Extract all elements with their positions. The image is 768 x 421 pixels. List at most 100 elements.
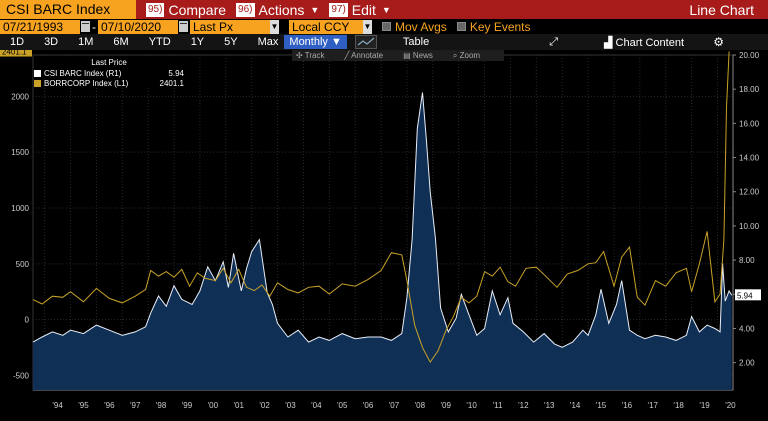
x-tick-label: '08 [415, 401, 426, 410]
left-tick-label: -500 [13, 371, 30, 380]
edit-number: 97) [329, 2, 348, 17]
x-tick-label: '05 [337, 401, 348, 410]
legend-series-1[interactable]: CSI BARC Index (R1) 5.94 [34, 68, 184, 78]
x-tick-label: '96 [104, 401, 115, 410]
left-tick-label: 2000 [11, 92, 29, 101]
actions-label: Actions [258, 1, 305, 18]
left-tick-label: 0 [25, 316, 30, 325]
legend-swatch-white [34, 69, 41, 77]
zoom-tool[interactable]: ⌕ Zoom [452, 50, 481, 60]
last-value-r1: 5.94 [737, 291, 753, 300]
calendar-icon[interactable] [179, 21, 188, 32]
chart-content-label: Chart Content [615, 36, 685, 49]
x-tick-label: '11 [493, 401, 503, 410]
chevron-down-icon: ▼ [381, 4, 391, 15]
news-label: News [412, 51, 433, 60]
compare-button[interactable]: 95) Compare [146, 0, 226, 19]
x-tick-label: '02 [259, 401, 270, 410]
annotate-tool[interactable]: ╱ Annotate [344, 51, 384, 60]
security-ticker-field[interactable]: CSI BARC Index [0, 0, 136, 19]
x-tick-label: '12 [518, 401, 529, 410]
legend-series-1-value: 5.94 [168, 68, 184, 78]
chart-tools: ✣ Track ╱ Annotate ▤ News ⌕ Zoom [292, 50, 505, 61]
end-date-input[interactable]: 07/10/2020 [98, 19, 178, 34]
period-6m[interactable]: 6M [113, 36, 129, 48]
period-1m[interactable]: 1M [78, 36, 94, 48]
date-separator: - [92, 19, 96, 34]
legend-series-2[interactable]: BORRCORP Index (L1) 2401.1 [34, 78, 184, 88]
edit-label: Edit [351, 1, 376, 18]
table-button[interactable]: Table [402, 36, 430, 48]
parameter-bar: 07/21/1993 - 07/10/2020 Last Px ▼ Local … [0, 19, 768, 34]
x-tick-label: '95 [78, 401, 89, 410]
left-tick-label: 500 [16, 260, 30, 269]
line-chart[interactable]: '94 '95 '96 '97 '98 '99 '00 '01 '02 '03 '04 '05 '06 '… [0, 50, 768, 421]
x-tick-label: '19 [699, 401, 710, 410]
last-value-tag-r1 [735, 289, 761, 301]
start-date-input[interactable]: 07/21/1993 [0, 19, 80, 34]
gear-icon[interactable]: ⚙ [713, 35, 724, 49]
x-tick-label: '01 [234, 401, 245, 410]
legend-header: Last Price [91, 58, 127, 67]
expand-icon[interactable]: ⤢ [549, 35, 558, 48]
x-tick-label: '18 [673, 401, 684, 410]
legend-swatch-gold [34, 79, 41, 87]
compare-label: Compare [168, 1, 227, 18]
chart-type-label: Line Chart [689, 1, 754, 18]
x-tick-label: '07 [389, 401, 400, 410]
legend-series-2-value: 2401.1 [159, 78, 184, 88]
edit-button[interactable]: 97) Edit ▼ [329, 0, 391, 19]
period-ytd[interactable]: YTD [148, 36, 171, 48]
right-tick-label: 20.00 [739, 51, 760, 60]
chevron-down-icon[interactable]: ▼ [270, 19, 279, 34]
chevron-down-icon[interactable]: ▼ [363, 19, 372, 34]
calendar-icon[interactable] [81, 21, 90, 32]
left-tick-label: 1000 [11, 204, 29, 213]
csi-barc-line[interactable] [32, 92, 733, 348]
x-tick-label: '17 [648, 401, 659, 410]
frequency-label: Monthly [289, 36, 328, 48]
last-value-tag-l1 [0, 50, 32, 57]
x-tick-label: '98 [156, 401, 167, 410]
right-tick-label: 8.00 [739, 256, 755, 265]
right-tick-label: 12.00 [739, 188, 760, 197]
right-tick-label: 10.00 [739, 222, 760, 231]
price-field-select[interactable]: Last Px [190, 19, 270, 34]
borrcorp-line[interactable] [32, 51, 730, 364]
chart-content-button[interactable]: ▟ Chart Content [604, 36, 684, 49]
x-tick-label: '16 [622, 401, 633, 410]
mov-avgs-checkbox[interactable] [382, 22, 391, 31]
left-tick-label: 1500 [11, 148, 29, 157]
track-label: Track [304, 51, 325, 60]
track-tool[interactable]: ✣ Track [296, 51, 325, 60]
frequency-select[interactable]: Monthly ▼ [284, 35, 347, 49]
period-1d[interactable]: 1D [10, 36, 25, 48]
news-tool[interactable]: ▤ News [403, 51, 433, 60]
x-tick-label: '00 [208, 401, 219, 410]
key-events-label: Key Events [469, 19, 531, 34]
title-bar: CSI BARC Index 95) Compare 96) Actions ▼… [0, 0, 768, 19]
mov-avgs-label: Mov Avgs [395, 19, 447, 34]
line-chart-icon [357, 37, 375, 46]
x-tick-label: '97 [130, 401, 141, 410]
actions-button[interactable]: 96) Actions ▼ [236, 0, 319, 19]
period-1y[interactable]: 1Y [190, 36, 205, 48]
period-3d[interactable]: 3D [44, 36, 59, 48]
legend-series-1-name: CSI BARC Index (R1) [44, 68, 122, 78]
x-tick-label: '99 [182, 401, 193, 410]
x-tick-label: '94 [52, 401, 63, 410]
annotate-label: Annotate [351, 51, 384, 60]
currency-select[interactable]: Local CCY [289, 19, 363, 34]
period-bar: 1D 3D 1M 6M YTD 1Y 5Y Max Monthly ▼ Tabl… [0, 34, 768, 50]
last-value-l1: 2401.1 [2, 50, 27, 57]
compare-number: 95) [146, 2, 165, 17]
x-tick-label: '04 [311, 401, 322, 410]
x-tick-label: '03 [285, 401, 296, 410]
right-tick-label: 14.00 [739, 154, 760, 163]
period-max[interactable]: Max [257, 36, 279, 48]
chart-legend: Last Price CSI BARC Index (R1) 5.94 BORR… [34, 58, 184, 88]
period-5y[interactable]: 5Y [224, 36, 238, 48]
x-tick-label: '14 [570, 401, 581, 410]
key-events-checkbox[interactable] [456, 22, 466, 31]
line-style-icon[interactable] [354, 35, 377, 49]
